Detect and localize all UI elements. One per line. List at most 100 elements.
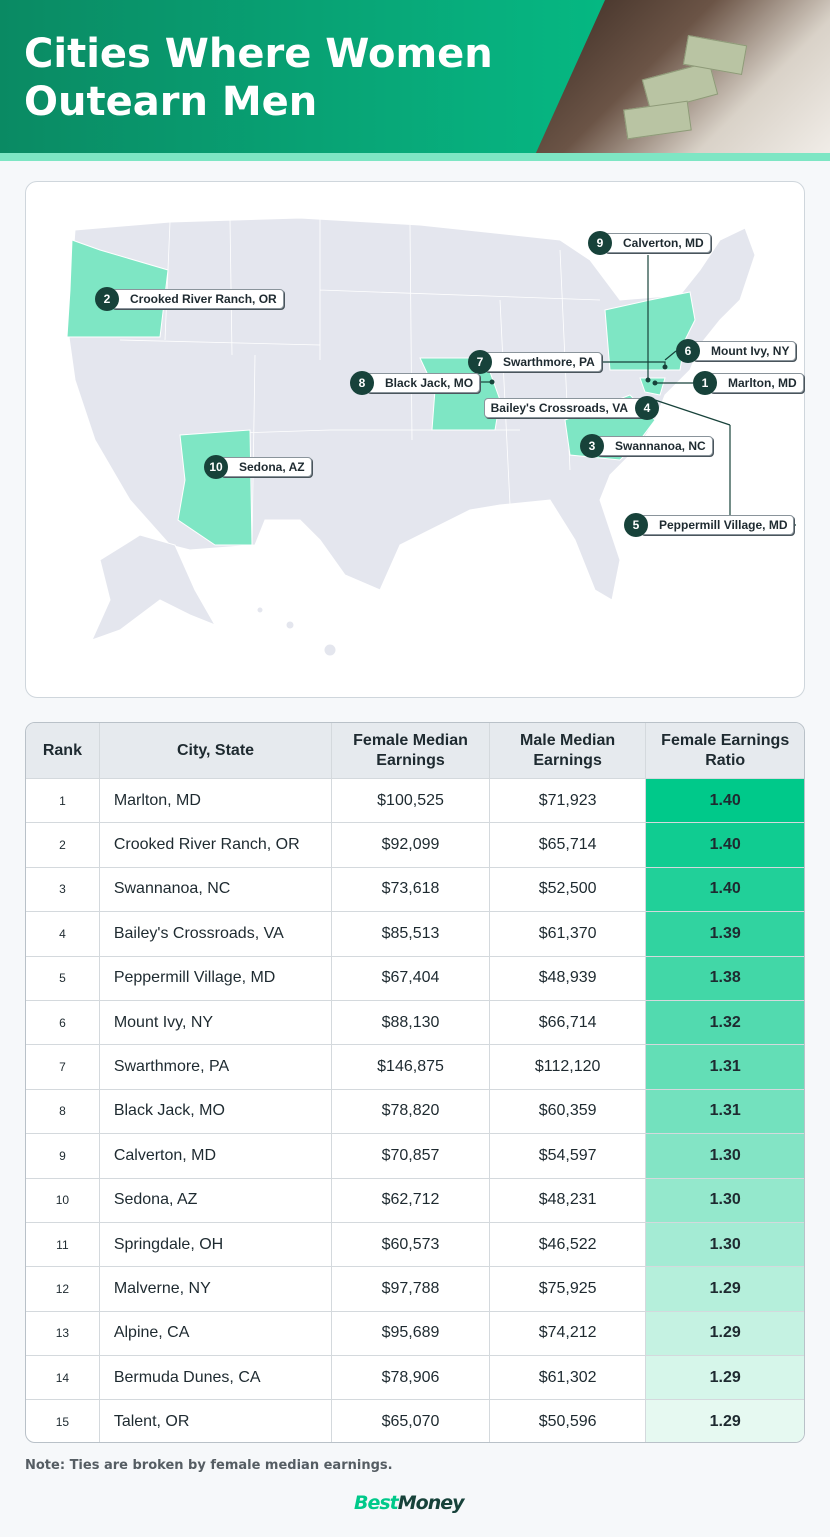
table-cell-city: Sedona, AZ	[100, 1178, 333, 1222]
footnote: Note: Ties are broken by female median e…	[25, 1458, 393, 1473]
table-cell-ratio: 1.31	[646, 1045, 804, 1089]
table-cell-female-earnings: $60,573	[332, 1222, 490, 1267]
table-cell-female-earnings: $78,906	[332, 1356, 490, 1400]
table-cell-male-earnings: $61,302	[490, 1356, 647, 1400]
table-cell-male-earnings: $48,231	[490, 1178, 647, 1222]
table-cell-ratio: 1.31	[646, 1089, 804, 1134]
oregon	[66, 239, 169, 338]
bestmoney-logo: BestMoney	[354, 1492, 465, 1514]
table-cell-rank: 9	[26, 1134, 100, 1178]
table-row: 2 Crooked River Ranch, OR $92,099 $65,714 1.…	[26, 822, 804, 867]
hawaii	[256, 606, 264, 614]
table-cell-rank: 8	[26, 1089, 100, 1134]
table-cell-rank: 3	[26, 867, 100, 912]
table-cell-city: Peppermill Village, MD	[100, 956, 333, 1000]
table-row: 6 Mount Ivy, NY $88,130 $66,714 1.32	[26, 999, 804, 1045]
map-label-marlton: Marlton, MD	[709, 373, 804, 393]
table-row: 15 Talent, OR $65,070 $50,596 1.29	[26, 1399, 804, 1442]
table-cell-female-earnings: $85,513	[332, 912, 490, 956]
map-badge: 6	[676, 339, 700, 363]
table-cell-female-earnings: $62,712	[332, 1178, 490, 1222]
arizona	[177, 429, 253, 546]
map-badge: 3	[580, 434, 604, 458]
table-row: 1 Marlton, MD $100,525 $71,923 1.40	[26, 778, 804, 823]
table-cell-rank: 7	[26, 1045, 100, 1089]
table-cell-female-earnings: $146,875	[332, 1045, 490, 1089]
header-banner: Cities Where Women Outearn Men	[0, 0, 830, 155]
table-row: 4 Bailey's Crossroads, VA $85,513 $61,370 1.…	[26, 911, 804, 956]
table-cell-male-earnings: $61,370	[490, 912, 647, 956]
table-cell-city: Marlton, MD	[100, 779, 333, 823]
table-cell-ratio: 1.29	[646, 1356, 804, 1400]
table-cell-ratio: 1.32	[646, 1000, 804, 1045]
map-badge: 4	[635, 396, 659, 420]
table-cell-male-earnings: $60,359	[490, 1089, 647, 1134]
table-cell-male-earnings: $46,522	[490, 1222, 647, 1267]
map-label-peppermill-village: Peppermill Village, MD	[640, 515, 795, 535]
map-badge: 10	[204, 455, 228, 479]
map-label-calverton: Calverton, MD	[604, 233, 711, 253]
page-title: Cities Where Women Outearn Men	[24, 31, 493, 125]
table-row: 11 Springdale, OH $60,573 $46,522 1.30	[26, 1221, 804, 1267]
table-cell-city: Crooked River Ranch, OR	[100, 823, 333, 867]
table-cell-ratio: 1.29	[646, 1267, 804, 1311]
table-cell-rank: 11	[26, 1222, 100, 1267]
earnings-table: Rank City, State Female Median Earnings …	[25, 722, 805, 1443]
table-cell-rank: 6	[26, 1000, 100, 1045]
map-badge: 2	[95, 287, 119, 311]
table-row: 12 Malverne, NY $97,788 $75,925 1.29	[26, 1266, 804, 1311]
map-badge: 5	[624, 513, 648, 537]
table-cell-city: Alpine, CA	[100, 1311, 333, 1356]
table-cell-rank: 13	[26, 1311, 100, 1356]
table-cell-ratio: 1.40	[646, 823, 804, 867]
table-cell-female-earnings: $73,618	[332, 867, 490, 912]
table-cell-female-earnings: $78,820	[332, 1089, 490, 1134]
map-label-crooked-river-ranch: Crooked River Ranch, OR	[111, 289, 284, 309]
col-city: City, State	[100, 723, 333, 778]
map-label-swarthmore: Swarthmore, PA	[484, 352, 602, 372]
table-cell-rank: 14	[26, 1356, 100, 1400]
table-cell-male-earnings: $48,939	[490, 956, 647, 1000]
map-label-black-jack: Black Jack, MO	[366, 373, 481, 393]
table-cell-rank: 5	[26, 956, 100, 1000]
table-cell-ratio: 1.40	[646, 867, 804, 912]
new-york-pennsylvania	[604, 291, 696, 371]
table-cell-female-earnings: $92,099	[332, 823, 490, 867]
map-badge: 8	[350, 371, 374, 395]
table-cell-male-earnings: $52,500	[490, 867, 647, 912]
table-row: 3 Swannanoa, NC $73,618 $52,500 1.40	[26, 866, 804, 912]
map-label-baileys-crossroads: Bailey's Crossroads, VA	[483, 398, 647, 418]
table-cell-ratio: 1.39	[646, 912, 804, 956]
table-cell-male-earnings: $65,714	[490, 823, 647, 867]
table-cell-rank: 12	[26, 1267, 100, 1311]
table-cell-female-earnings: $95,689	[332, 1311, 490, 1356]
col-male: Male Median Earnings	[490, 723, 647, 778]
table-cell-ratio: 1.29	[646, 1311, 804, 1356]
table-cell-rank: 4	[26, 912, 100, 956]
map-label-swannanoa: Swannanoa, NC	[596, 436, 713, 456]
table-cell-male-earnings: $74,212	[490, 1311, 647, 1356]
table-cell-city: Malverne, NY	[100, 1267, 333, 1311]
table-row: 9 Calverton, MD $70,857 $54,597 1.30	[26, 1133, 804, 1178]
table-cell-rank: 2	[26, 823, 100, 867]
table-cell-male-earnings: $112,120	[490, 1045, 647, 1089]
table-cell-ratio: 1.29	[646, 1400, 804, 1442]
col-female: Female Median Earnings	[332, 723, 490, 778]
map-badge: 9	[588, 231, 612, 255]
table-cell-male-earnings: $66,714	[490, 1000, 647, 1045]
table-row: 13 Alpine, CA $95,689 $74,212 1.29	[26, 1310, 804, 1356]
table-cell-female-earnings: $67,404	[332, 956, 490, 1000]
map-label-mount-ivy: Mount Ivy, NY	[692, 341, 797, 361]
table-cell-city: Mount Ivy, NY	[100, 1000, 333, 1045]
table-cell-city: Calverton, MD	[100, 1134, 333, 1178]
table-header: Rank City, State Female Median Earnings …	[26, 723, 804, 778]
table-cell-city: Swarthmore, PA	[100, 1045, 333, 1089]
table-cell-rank: 15	[26, 1400, 100, 1442]
table-cell-ratio: 1.30	[646, 1134, 804, 1178]
col-rank: Rank	[26, 723, 100, 778]
table-row: 14 Bermuda Dunes, CA $78,906 $61,302 1.29	[26, 1355, 804, 1400]
table-cell-rank: 10	[26, 1178, 100, 1222]
table-cell-city: Bermuda Dunes, CA	[100, 1356, 333, 1400]
table-cell-female-earnings: $65,070	[332, 1400, 490, 1442]
table-cell-city: Bailey's Crossroads, VA	[100, 912, 333, 956]
